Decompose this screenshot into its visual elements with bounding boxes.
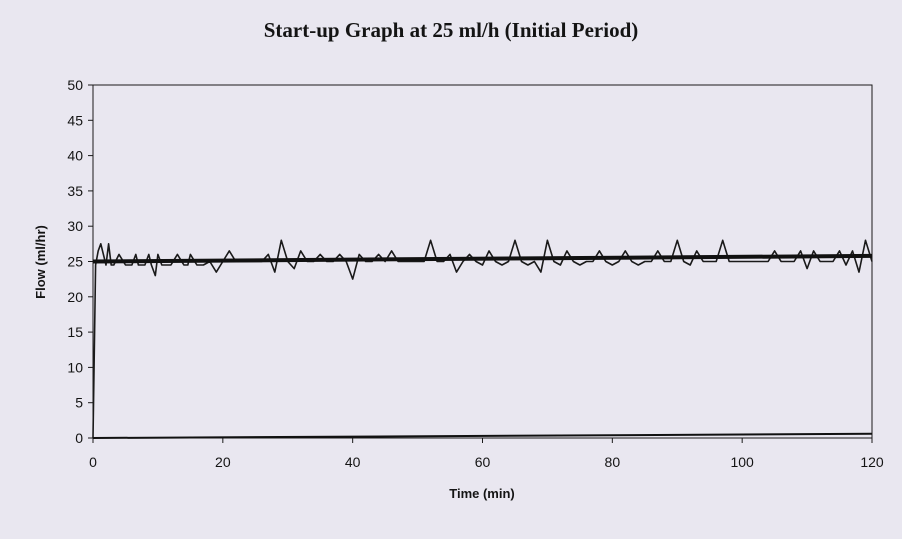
series-line-trend bbox=[92, 253, 873, 264]
y-tick-label: 35 bbox=[67, 183, 83, 199]
x-tick-label: 60 bbox=[475, 454, 491, 470]
series-line-measured bbox=[92, 239, 873, 439]
y-tick-label: 0 bbox=[75, 430, 83, 446]
y-tick-label: 50 bbox=[67, 77, 83, 93]
y-tick-label: 10 bbox=[67, 359, 83, 375]
x-tick-label: 120 bbox=[860, 454, 884, 470]
y-tick-label: 20 bbox=[67, 289, 83, 305]
y-tick-label: 5 bbox=[75, 395, 83, 411]
y-tick-label: 40 bbox=[67, 148, 83, 164]
y-tick-label: 30 bbox=[67, 218, 83, 234]
x-tick-label: 80 bbox=[605, 454, 621, 470]
x-tick-label: 100 bbox=[730, 454, 754, 470]
chart-title: Start-up Graph at 25 ml/h (Initial Perio… bbox=[263, 18, 639, 42]
y-tick-label: 15 bbox=[67, 324, 83, 340]
x-tick-label: 0 bbox=[89, 454, 97, 470]
y-tick-label: 45 bbox=[67, 112, 83, 128]
y-tick-label: 25 bbox=[67, 254, 83, 270]
series-line-baseline bbox=[92, 432, 873, 439]
y-axis-label: Flow (ml/hr) bbox=[33, 225, 48, 299]
x-tick-label: 20 bbox=[215, 454, 231, 470]
x-axis-label: Time (min) bbox=[449, 486, 515, 501]
x-tick-label: 40 bbox=[345, 454, 361, 470]
